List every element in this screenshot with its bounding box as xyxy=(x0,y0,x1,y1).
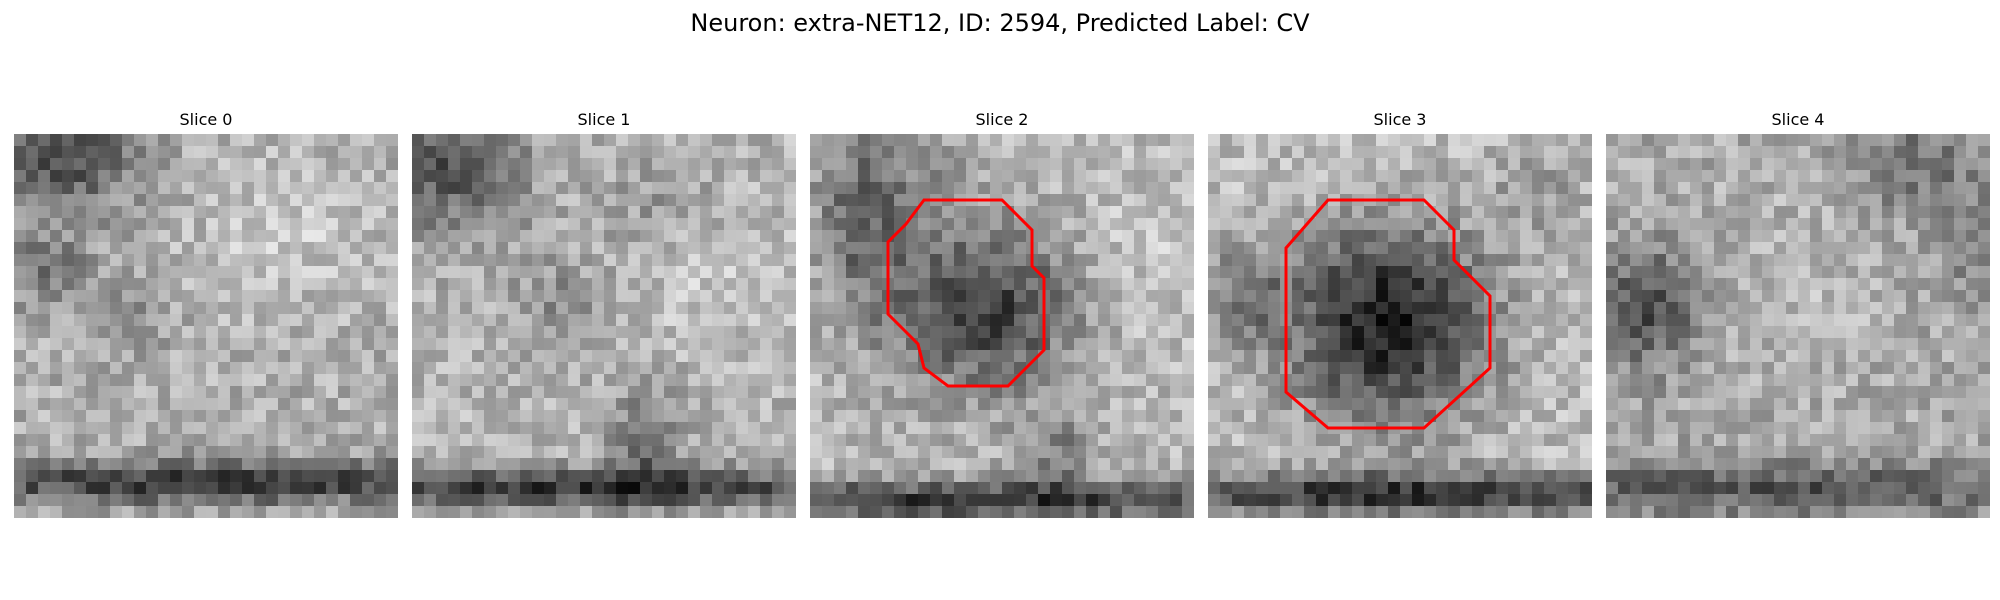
slice-3-contour xyxy=(1284,198,1492,430)
figure-title: Neuron: extra-NET12, ID: 2594, Predicted… xyxy=(690,9,1310,37)
slice-2-pixels xyxy=(810,134,1194,518)
slice-1-title: Slice 1 xyxy=(577,110,631,129)
slice-4-image xyxy=(1606,134,1990,518)
slice-4-title: Slice 4 xyxy=(1771,110,1825,129)
slice-1-image xyxy=(412,134,796,518)
slice-0-pixels xyxy=(14,134,398,518)
slice-2-contour xyxy=(886,198,1046,388)
slice-3-pixels xyxy=(1208,134,1592,518)
slice-4-pixels xyxy=(1606,134,1990,518)
slice-1-pixels xyxy=(412,134,796,518)
slice-3-title: Slice 3 xyxy=(1373,110,1427,129)
slice-0-title: Slice 0 xyxy=(179,110,233,129)
slice-3-image xyxy=(1208,134,1592,518)
slice-0-image xyxy=(14,134,398,518)
slice-2-image xyxy=(810,134,1194,518)
slice-2-title: Slice 2 xyxy=(975,110,1029,129)
